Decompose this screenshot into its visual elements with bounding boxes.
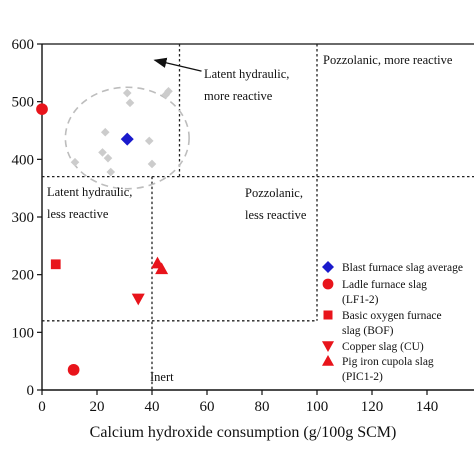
x-tick-label: 80 xyxy=(255,399,270,415)
point-series2-2 xyxy=(67,363,80,376)
gray-point-5 xyxy=(100,127,110,137)
legend-marker-1 xyxy=(322,261,334,273)
y-tick-label: 600 xyxy=(12,37,35,53)
point-series2-1 xyxy=(36,103,48,116)
annotation-inert: Inert xyxy=(150,370,174,384)
gray-point-9 xyxy=(70,157,80,167)
y-tick-label: 0 xyxy=(27,383,35,399)
cluster-ellipse xyxy=(64,86,190,190)
region-annotations: Latent hydraulic, more reactive Pozzolanic… xyxy=(47,53,453,384)
x-tick-label: 60 xyxy=(200,399,215,415)
legend: Blast furnace slag average Ladle furnace … xyxy=(322,261,463,383)
x-tick-label: 20 xyxy=(90,399,105,415)
y-tick-label: 300 xyxy=(12,210,35,226)
x-axis-ticks: 0204060801001201401 xyxy=(38,390,439,415)
annotation-pozzolanic-less: Pozzolanic, less reactive xyxy=(245,186,307,222)
x-tick-label: 0 xyxy=(38,399,46,415)
legend-marker-5 xyxy=(322,355,334,366)
point-series5-2 xyxy=(155,262,169,275)
x-tick-label: 140 xyxy=(416,399,439,415)
legend-marker-4 xyxy=(322,341,334,352)
gray-point-4 xyxy=(164,86,173,96)
gray-point-2 xyxy=(125,98,135,108)
annotation-arrow xyxy=(153,57,202,72)
annotation-latent-hydraulic-more: Latent hydraulic, more reactive xyxy=(204,67,289,103)
legend-marker-2 xyxy=(322,278,334,290)
y-tick-label: 500 xyxy=(12,95,35,111)
x-tick-label: 40 xyxy=(145,399,160,415)
x-axis-title: Calcium hydroxide consumption (g/100g SC… xyxy=(90,424,397,441)
legend-label-3: Basic oxygen furnace slag (BOF) xyxy=(342,310,442,337)
x-tick-label: 100 xyxy=(306,399,329,415)
gray-point-1 xyxy=(122,88,132,98)
legend-label-4: Copper slag (CU) xyxy=(342,341,424,353)
legend-label-2: Ladle furnace slag (LF1-2) xyxy=(342,279,427,306)
gray-point-6 xyxy=(144,136,154,146)
gray-point-10 xyxy=(147,159,157,169)
legend-marker-3 xyxy=(323,310,333,320)
y-tick-label: 200 xyxy=(12,268,35,284)
annotation-latent-hydraulic-less: Latent hydraulic, less reactive xyxy=(47,185,132,221)
gray-point-7 xyxy=(98,148,107,157)
point-series3-1 xyxy=(50,259,61,270)
y-axis-ticks: 0 100 200 300 400 500 600 xyxy=(12,37,42,399)
y-tick-label: 400 xyxy=(12,152,35,168)
legend-label-5: Pig iron cupola slag (PIC1-2) xyxy=(342,356,434,383)
gray-point-8 xyxy=(103,153,113,163)
legend-label-1: Blast furnace slag average xyxy=(342,262,463,274)
annotation-pozzolanic-more: Pozzolanic, more reactive xyxy=(323,53,453,67)
gray-point-11 xyxy=(106,167,116,177)
point-series4-1 xyxy=(131,293,145,306)
y-tick-label: 100 xyxy=(12,325,35,341)
plot-area xyxy=(36,43,474,391)
point-series1-1 xyxy=(120,132,134,146)
x-tick-label: 120 xyxy=(361,399,384,415)
